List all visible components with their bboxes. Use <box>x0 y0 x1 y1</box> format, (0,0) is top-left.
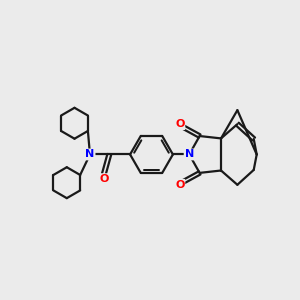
Text: O: O <box>175 180 184 190</box>
Text: N: N <box>85 149 94 160</box>
Text: N: N <box>184 149 194 160</box>
Text: O: O <box>99 174 109 184</box>
Text: O: O <box>175 119 184 129</box>
